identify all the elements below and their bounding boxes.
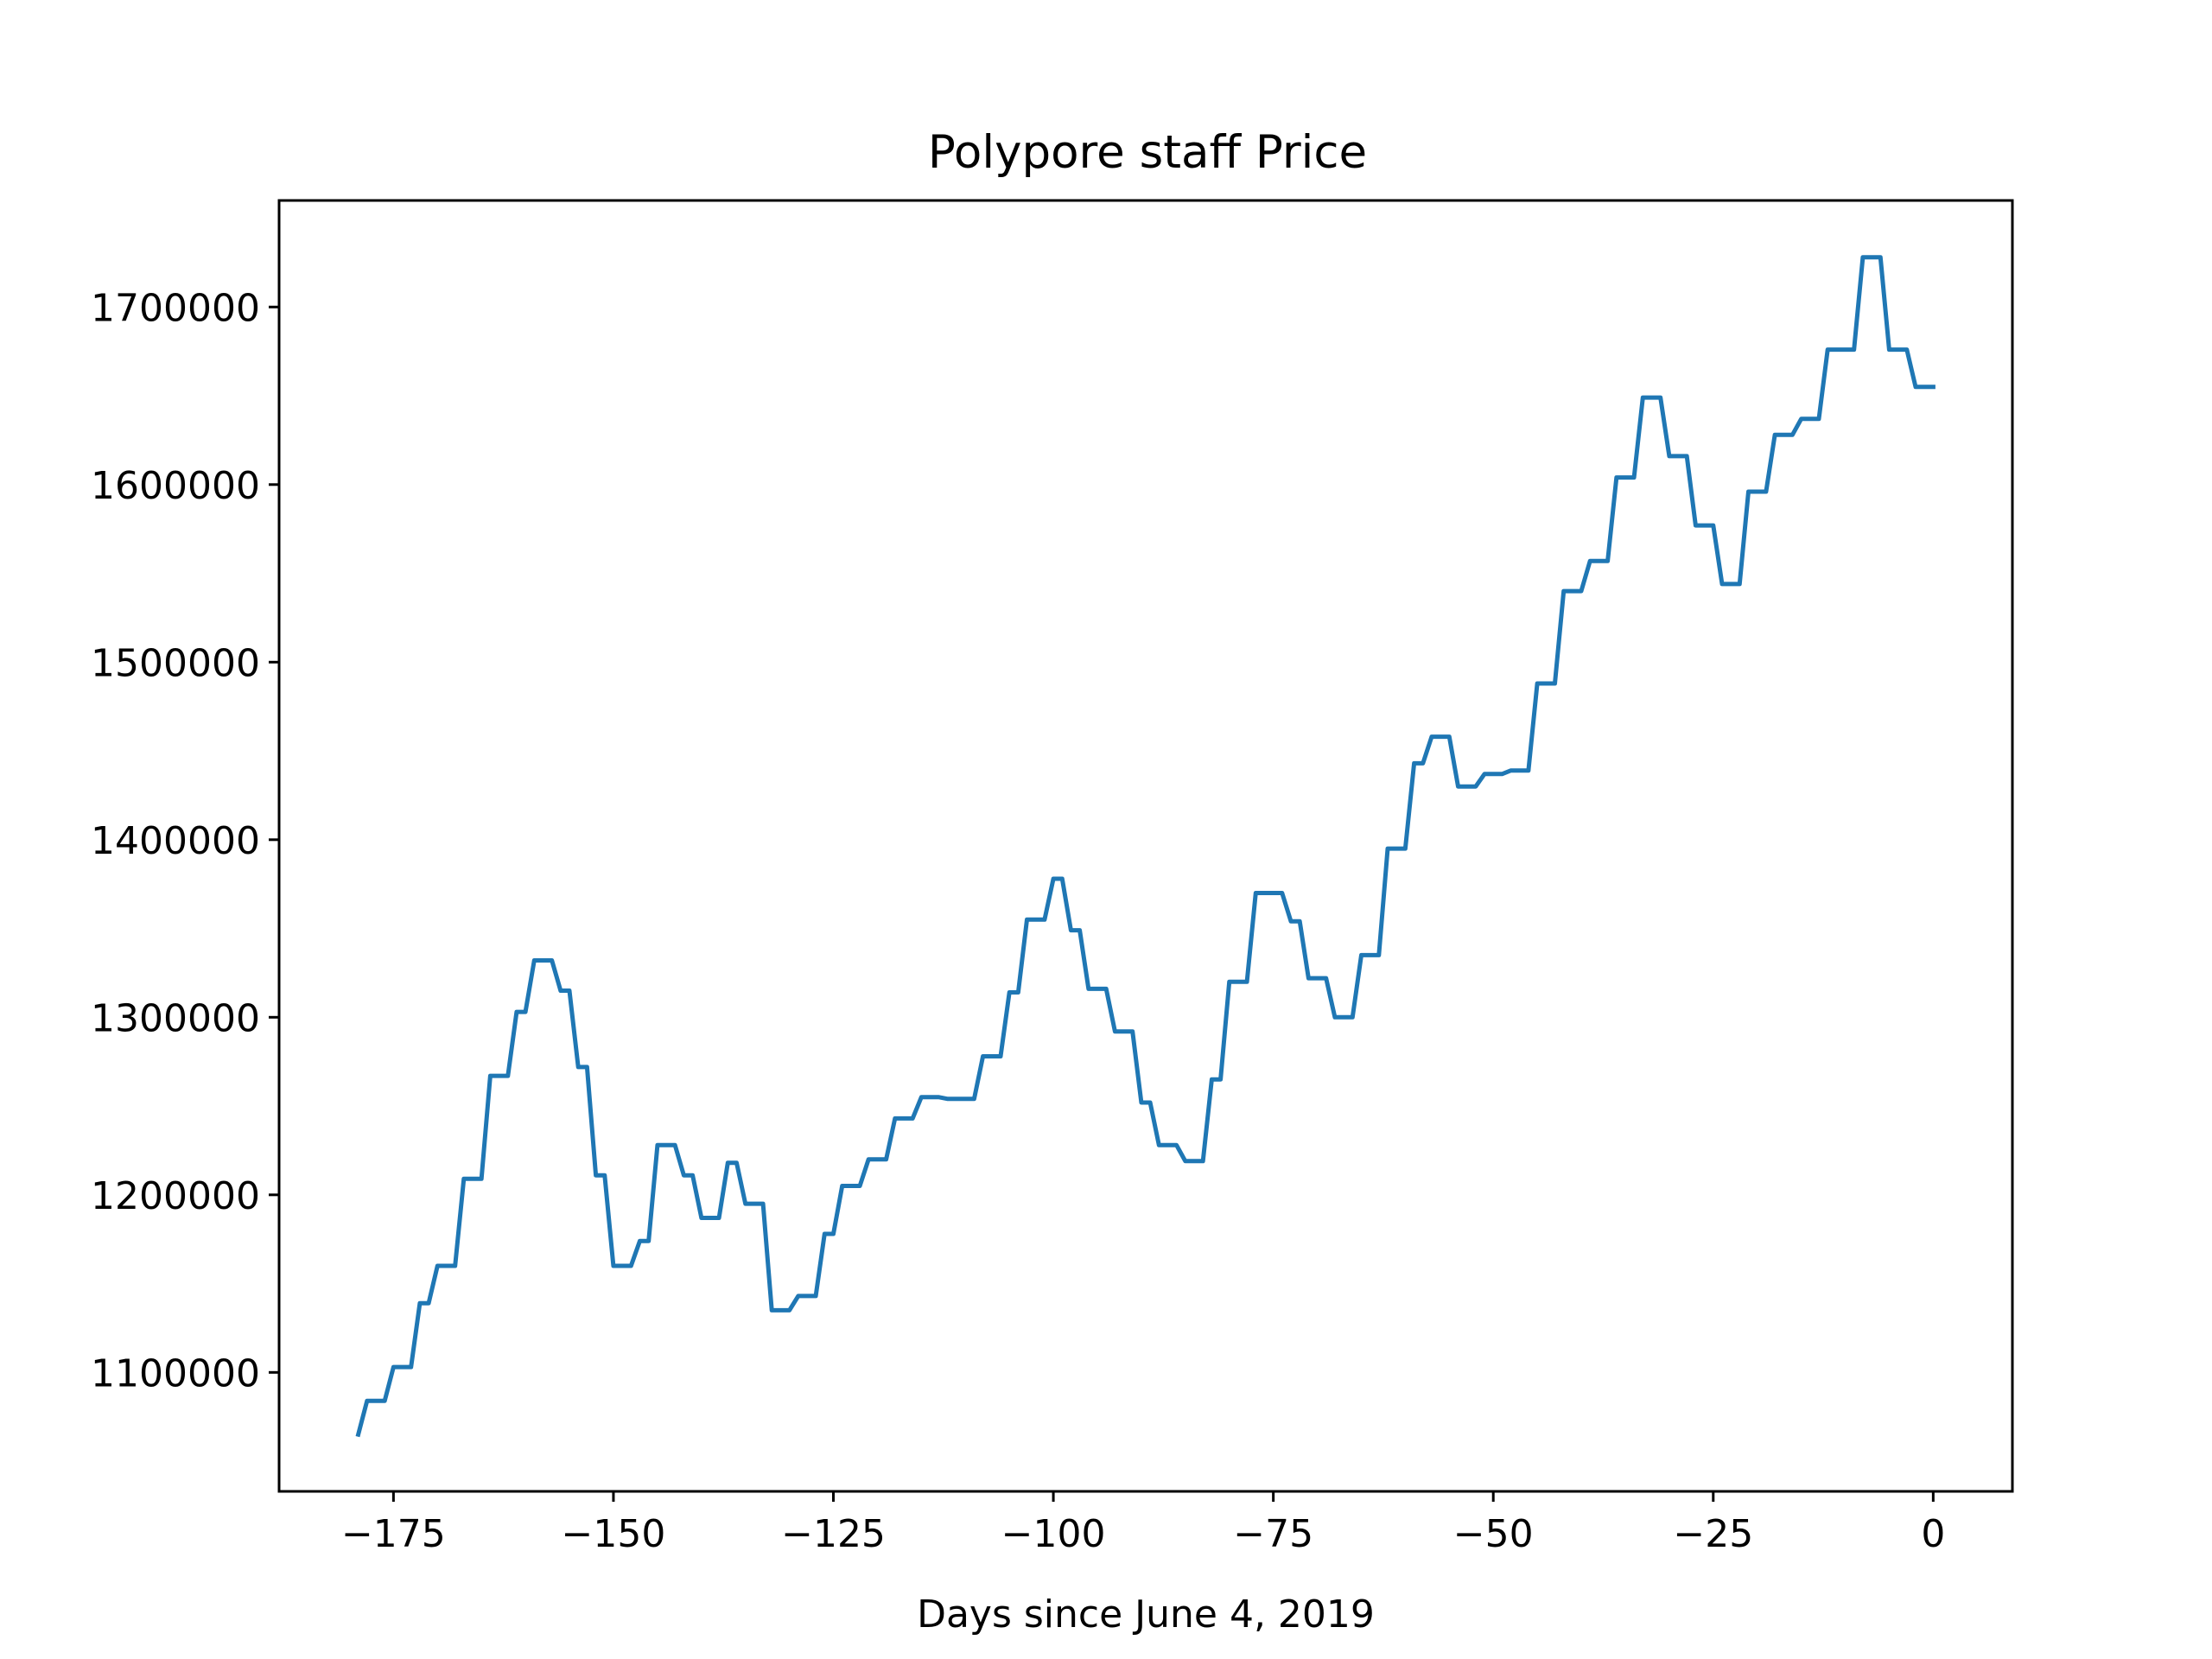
y-tick-label: 1500000 [91, 641, 260, 685]
x-tick-label: −175 [341, 1512, 446, 1556]
y-tick-label: 1300000 [91, 996, 260, 1040]
series-layer [355, 255, 1936, 1438]
x-axis-label: Days since June 4, 2019 [917, 1592, 1375, 1637]
y-tick-label: 1700000 [91, 286, 260, 330]
x-axis-ticks: −175 −150 −125 −100 −75 −50 −25 0 [341, 1491, 1945, 1556]
y-tick-label: 1600000 [91, 464, 260, 508]
y-tick-label: 1100000 [91, 1351, 260, 1395]
plot-frame [277, 199, 2014, 1493]
series-line-0 [355, 255, 1936, 1438]
y-tick-label: 1200000 [91, 1174, 260, 1218]
x-tick-label: −75 [1233, 1512, 1313, 1556]
x-tick-label: −25 [1673, 1512, 1753, 1556]
x-tick-label: −150 [562, 1512, 666, 1556]
y-tick-label: 1400000 [91, 819, 260, 863]
y-axis-ticks: 1100000 1200000 1300000 1400000 1500000 16000… [91, 286, 279, 1395]
chart-title: Polypore staff Price [928, 126, 1367, 179]
x-tick-label: −125 [781, 1512, 886, 1556]
x-tick-label: −50 [1453, 1512, 1534, 1556]
x-tick-label: 0 [1921, 1512, 1945, 1556]
x-tick-label: −100 [1001, 1512, 1106, 1556]
